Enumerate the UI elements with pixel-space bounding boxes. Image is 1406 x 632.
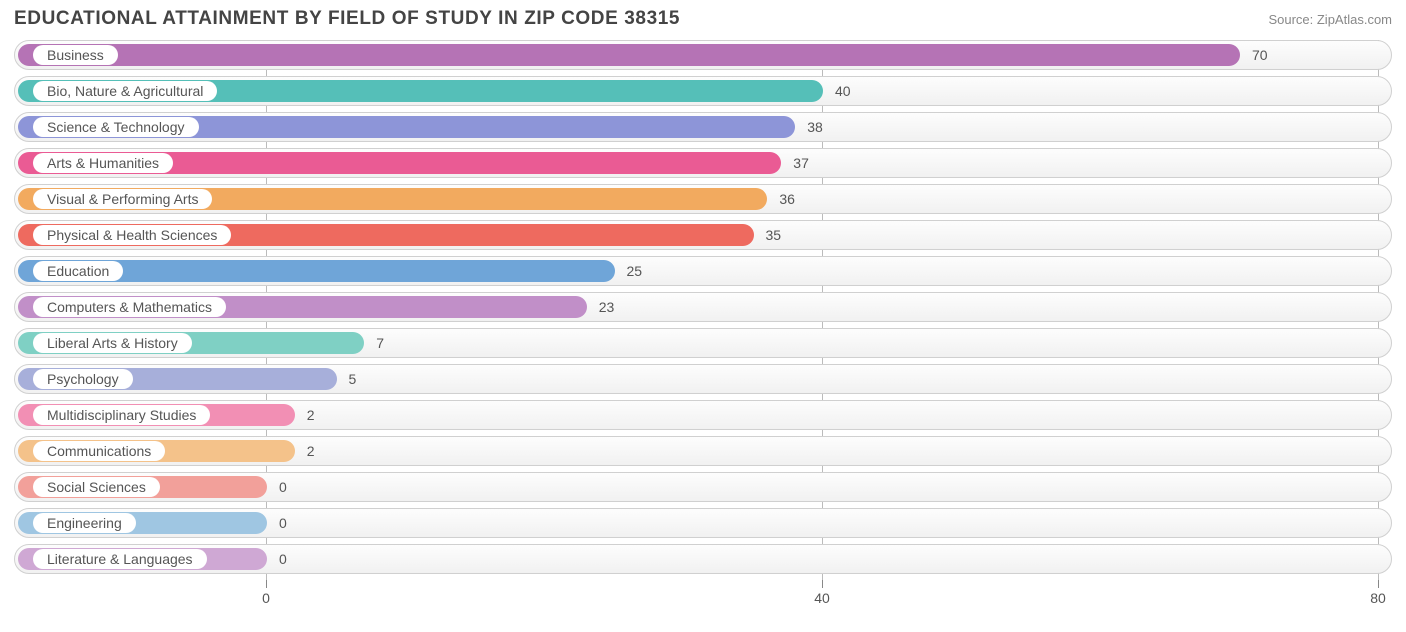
source-attribution: Source: ZipAtlas.com <box>1268 12 1392 27</box>
bar-label: Physical & Health Sciences <box>33 225 231 245</box>
x-axis: 0 40 80 <box>14 580 1392 608</box>
bar-label: Communications <box>33 441 165 461</box>
bar-value: 36 <box>779 185 795 213</box>
bar-row: Physical & Health Sciences 35 <box>14 220 1392 250</box>
axis-tick-label: 80 <box>1370 590 1386 606</box>
bar-label: Computers & Mathematics <box>33 297 226 317</box>
bar-row: Communications 2 <box>14 436 1392 466</box>
axis-tick <box>1378 580 1379 588</box>
axis-tick <box>266 580 267 588</box>
bar-label: Bio, Nature & Agricultural <box>33 81 217 101</box>
bar-value: 25 <box>627 257 643 285</box>
bar-row: Business 70 <box>14 40 1392 70</box>
bar-value: 23 <box>599 293 615 321</box>
bar-value: 0 <box>279 473 287 501</box>
bar-label: Arts & Humanities <box>33 153 173 173</box>
axis-tick-label: 40 <box>814 590 830 606</box>
bar-label: Science & Technology <box>33 117 199 137</box>
bar-row: Visual & Performing Arts 36 <box>14 184 1392 214</box>
bar-row: Psychology 5 <box>14 364 1392 394</box>
bar-value: 0 <box>279 509 287 537</box>
bar-row: Bio, Nature & Agricultural 40 <box>14 76 1392 106</box>
bar-label: Multidisciplinary Studies <box>33 405 210 425</box>
bar-label: Psychology <box>33 369 133 389</box>
bar-row: Engineering 0 <box>14 508 1392 538</box>
bar-row: Education 25 <box>14 256 1392 286</box>
bar-row: Computers & Mathematics 23 <box>14 292 1392 322</box>
bar-value: 35 <box>766 221 782 249</box>
bar-row: Arts & Humanities 37 <box>14 148 1392 178</box>
bar-value: 40 <box>835 77 851 105</box>
bar-label: Engineering <box>33 513 136 533</box>
chart-title: EDUCATIONAL ATTAINMENT BY FIELD OF STUDY… <box>14 8 680 30</box>
bar-label: Business <box>33 45 118 65</box>
bar-row: Social Sciences 0 <box>14 472 1392 502</box>
chart-area: Business70Bio, Nature & Agricultural40Sc… <box>14 40 1392 608</box>
bar-row: Liberal Arts & History 7 <box>14 328 1392 358</box>
bar-value: 37 <box>793 149 809 177</box>
bar-label: Liberal Arts & History <box>33 333 192 353</box>
bar-row: Science & Technology 38 <box>14 112 1392 142</box>
axis-tick-label: 0 <box>262 590 270 606</box>
bar-value: 2 <box>307 401 315 429</box>
header: EDUCATIONAL ATTAINMENT BY FIELD OF STUDY… <box>14 8 1392 30</box>
bar-label: Social Sciences <box>33 477 160 497</box>
bar-label: Literature & Languages <box>33 549 207 569</box>
bar-label: Education <box>33 261 123 281</box>
bar-row: Multidisciplinary Studies 2 <box>14 400 1392 430</box>
bar-value: 2 <box>307 437 315 465</box>
bar-value: 38 <box>807 113 823 141</box>
bar-value: 7 <box>376 329 384 357</box>
axis-tick <box>822 580 823 588</box>
bar-row: Literature & Languages 0 <box>14 544 1392 574</box>
bar-value: 70 <box>1252 41 1268 69</box>
bar-value: 5 <box>349 365 357 393</box>
bar-label: Visual & Performing Arts <box>33 189 212 209</box>
bar-value: 0 <box>279 545 287 573</box>
bar-fill <box>18 44 1240 66</box>
